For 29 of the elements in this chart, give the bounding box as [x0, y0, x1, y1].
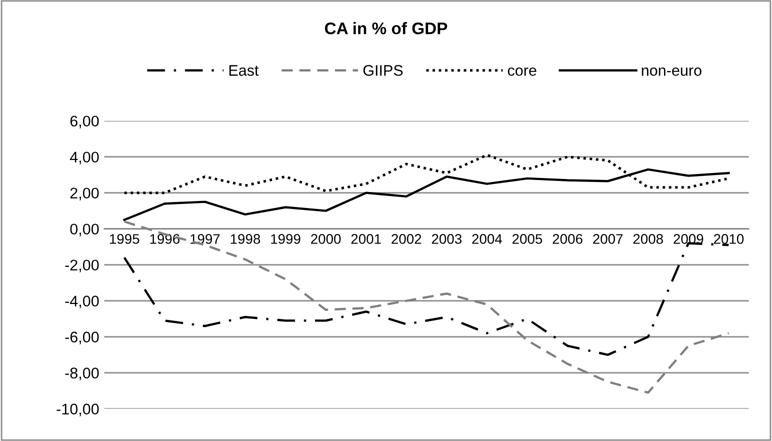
x-tick-label: 2002	[392, 234, 422, 244]
y-tick-label: -8,00	[65, 368, 99, 380]
y-tick-label: -2,00	[65, 260, 99, 272]
x-tick-label: 2008	[633, 234, 663, 244]
x-tick-label: 1998	[230, 234, 260, 244]
x-tick-label: 2010	[714, 234, 744, 244]
y-tick-label: -6,00	[65, 332, 99, 344]
x-tick-label: 1996	[150, 234, 180, 244]
x-tick-label: 2001	[351, 234, 381, 244]
y-tick-label: 2,00	[70, 188, 99, 200]
y-tick-label: 0,00	[70, 224, 99, 236]
x-tick-label: 2007	[593, 234, 623, 244]
y-tick-label: -10,00	[56, 404, 99, 416]
legend-label: core	[508, 67, 536, 76]
x-tick-label: 1995	[110, 234, 140, 244]
x-tick-label: 1999	[271, 234, 300, 244]
legend-label: non-euro	[642, 67, 702, 76]
chart-title: CA in % of GDP	[324, 22, 448, 34]
legend-label: East	[229, 65, 259, 76]
line-series	[123, 242, 730, 356]
y-tick-label: 4,00	[70, 152, 99, 164]
y-tick-label: 6,00	[70, 116, 99, 128]
x-tick-label: 2006	[552, 234, 582, 244]
x-tick-label: 2000	[311, 234, 341, 244]
y-tick-label: -4,00	[65, 296, 99, 308]
legend-label: GIIPS	[363, 65, 403, 76]
x-tick-label: 2003	[432, 234, 462, 244]
x-tick-label: 2005	[512, 234, 542, 244]
x-tick-label: 2004	[472, 234, 502, 244]
